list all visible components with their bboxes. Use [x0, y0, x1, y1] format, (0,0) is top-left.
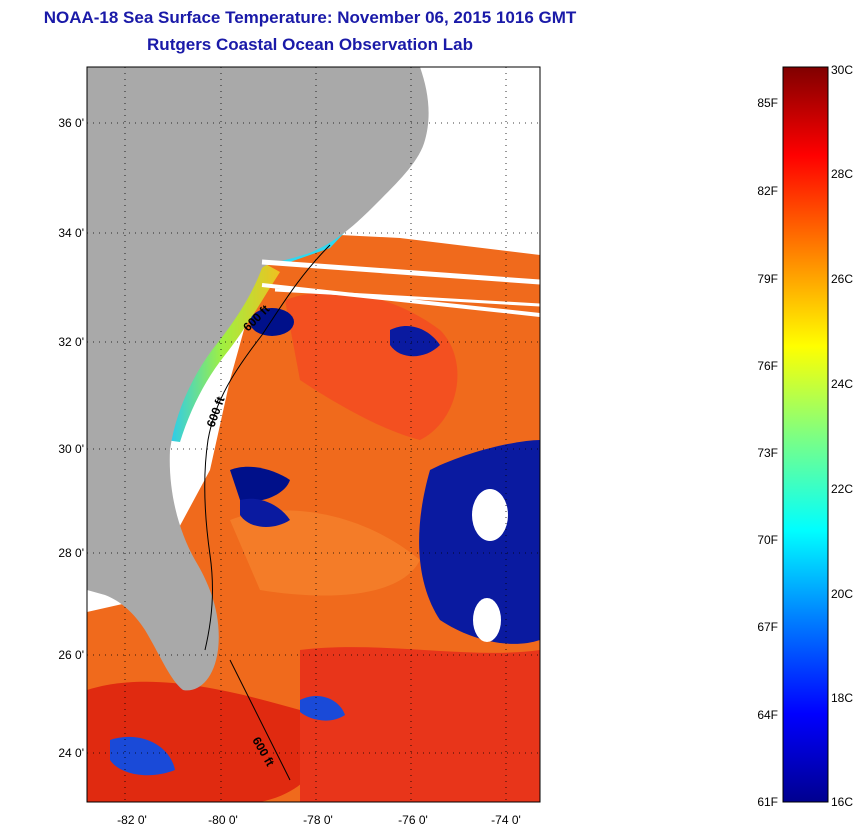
lon-tick-label: -82 0' [117, 813, 147, 827]
lat-tick-label: 24 0' [58, 746, 84, 760]
colorbar-c-label: 16C [831, 795, 853, 809]
colorbar-f-label: 64F [757, 708, 778, 722]
lat-tick-label: 26 0' [58, 648, 84, 662]
colorbar-c-label: 26C [831, 272, 853, 286]
warm-region [300, 647, 540, 802]
warm-region [230, 510, 420, 596]
cold-patch [110, 736, 175, 776]
scan-gap [274, 288, 540, 307]
colorbar-c-label: 20C [831, 587, 853, 601]
lat-tick-label: 34 0' [58, 226, 84, 240]
colorbar-fahrenheit-labels: 85F 82F 79F 76F 73F 70F 67F 64F 61F [757, 96, 778, 809]
lon-tick-label: -78 0' [303, 813, 333, 827]
lat-tick-label: 32 0' [58, 335, 84, 349]
plot-area: 600 ft 600 ft 600 ft [87, 67, 540, 802]
map-subtitle: Rutgers Coastal Ocean Observation Lab [147, 35, 473, 54]
lat-tick-label: 28 0' [58, 546, 84, 560]
grid [87, 67, 540, 802]
lon-tick-label: -76 0' [398, 813, 428, 827]
colorbar-f-label: 67F [757, 620, 778, 634]
colorbar [782, 66, 829, 803]
colorbar-f-label: 70F [757, 533, 778, 547]
cold-patch [240, 498, 290, 527]
lon-tick-label: -74 0' [491, 813, 521, 827]
land-mainland [87, 67, 429, 691]
scan-gap [261, 259, 540, 285]
colorbar-c-label: 24C [831, 377, 853, 391]
cold-patch [300, 695, 345, 721]
coastal-cool-band [165, 262, 280, 442]
colorbar-f-label: 73F [757, 446, 778, 460]
colorbar-c-label: 30C [831, 63, 853, 77]
depth-contour [204, 244, 331, 651]
cloud-gap [472, 489, 508, 541]
colorbar-f-label: 76F [757, 359, 778, 373]
colorbar-c-label: 22C [831, 482, 853, 496]
colorbar-f-label: 85F [757, 96, 778, 110]
lon-tick-label: -80 0' [208, 813, 238, 827]
colorbar-f-label: 61F [757, 795, 778, 809]
cold-patch [390, 325, 440, 357]
map-title: NOAA-18 Sea Surface Temperature: Novembe… [43, 8, 577, 27]
scan-gap [261, 283, 540, 317]
colorbar-c-label: 18C [831, 691, 853, 705]
plot-frame [86, 66, 541, 803]
cold-patch [250, 308, 294, 336]
cloud-gap [473, 598, 501, 642]
depth-contour [229, 659, 291, 781]
colorbar-f-label: 79F [757, 272, 778, 286]
cold-patch [419, 440, 540, 644]
colorbar-celsius-labels: 30C 28C 26C 24C 22C 20C 18C 16C [831, 63, 853, 809]
colorbar-c-label: 28C [831, 167, 853, 181]
colorbar-f-label: 82F [757, 184, 778, 198]
lat-tick-label: 30 0' [58, 442, 84, 456]
cold-patch [230, 466, 290, 502]
lat-tick-label: 36 0' [58, 116, 84, 130]
